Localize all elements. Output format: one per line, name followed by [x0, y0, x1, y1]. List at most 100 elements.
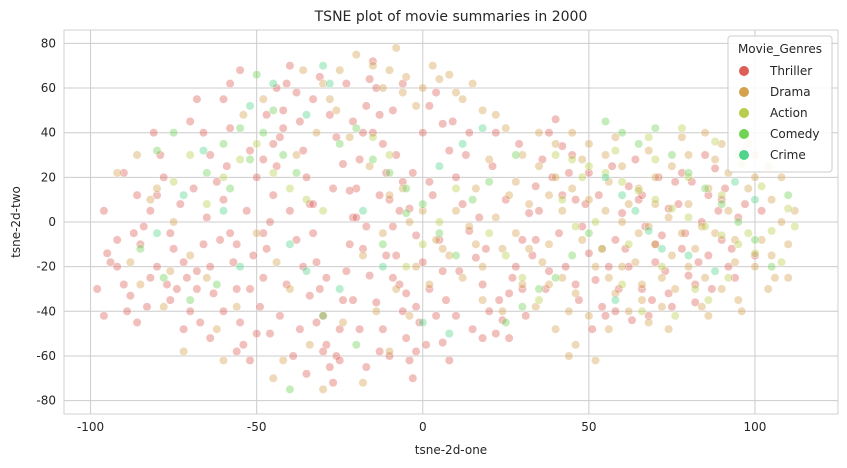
scatter-point — [518, 302, 527, 312]
scatter-point — [657, 262, 667, 272]
scatter-point — [690, 280, 700, 289]
scatter-point — [458, 199, 467, 209]
scatter-point — [385, 351, 394, 361]
scatter-point — [135, 244, 145, 254]
scatter-point — [538, 257, 547, 267]
scatter-point — [644, 311, 654, 321]
scatter-point — [252, 329, 262, 338]
scatter-point — [331, 106, 341, 115]
scatter-point — [219, 306, 228, 316]
scatter-point — [418, 318, 428, 327]
scatter-point — [421, 340, 431, 350]
scatter-point — [551, 273, 560, 283]
scatter-point — [112, 262, 122, 272]
scatter-point — [637, 295, 647, 305]
scatter-point — [428, 190, 438, 200]
scatter-point — [634, 195, 644, 205]
legend-marker-thriller — [739, 66, 749, 76]
scatter-point — [185, 251, 195, 260]
scatter-point — [219, 172, 228, 182]
scatter-point — [139, 222, 149, 231]
y-tick-label: -40 — [36, 304, 56, 318]
scatter-point — [245, 284, 255, 294]
scatter-point — [298, 146, 308, 156]
scatter-point — [312, 128, 321, 138]
x-tick-label: 50 — [581, 420, 596, 434]
scatter-point — [219, 94, 228, 104]
scatter-point — [411, 230, 421, 240]
scatter-point — [567, 128, 577, 138]
scatter-point — [381, 168, 391, 178]
scatter-point — [501, 318, 511, 327]
scatter-point — [378, 228, 388, 238]
scatter-point — [112, 235, 122, 245]
scatter-point — [165, 266, 175, 276]
scatter-point — [478, 280, 487, 289]
scatter-point — [268, 106, 278, 115]
scatter-point — [272, 161, 281, 171]
scatter-point — [298, 262, 308, 272]
scatter-point — [631, 257, 640, 267]
scatter-point — [737, 306, 747, 316]
scatter-point — [189, 184, 199, 193]
scatter-point — [634, 184, 644, 193]
scatter-point — [285, 284, 295, 294]
scatter-point — [219, 195, 228, 205]
scatter-point — [657, 244, 667, 254]
scatter-point — [258, 273, 268, 283]
scatter-point — [611, 132, 620, 142]
scatter-point — [434, 228, 444, 238]
scatter-point — [365, 161, 374, 171]
scatter-point — [308, 228, 318, 238]
scatter-point — [667, 150, 677, 160]
scatter-point — [328, 378, 338, 388]
scatter-point — [584, 161, 594, 171]
scatter-point — [601, 150, 610, 160]
scatter-point — [707, 284, 717, 294]
scatter-point — [132, 150, 142, 160]
scatter-point — [255, 302, 265, 312]
scatter-point — [268, 139, 278, 149]
scatter-point — [468, 195, 477, 205]
legend-label-comedy: Comedy — [770, 127, 820, 141]
legend-marker-crime — [739, 150, 749, 160]
scatter-point — [371, 297, 381, 307]
scatter-point — [491, 128, 501, 138]
scatter-point — [478, 262, 487, 272]
scatter-point — [657, 273, 667, 283]
scatter-point — [640, 222, 650, 231]
scatter-point — [361, 101, 371, 111]
scatter-point — [478, 333, 487, 343]
scatter-point — [557, 206, 567, 216]
scatter-point — [591, 355, 600, 365]
scatter-point — [305, 199, 315, 209]
scatter-point — [577, 155, 587, 164]
scatter-point — [448, 117, 458, 126]
scatter-point — [292, 235, 301, 245]
series-crime — [152, 61, 760, 338]
scatter-point — [401, 262, 411, 272]
scatter-point — [650, 123, 660, 133]
scatter-point — [611, 235, 620, 245]
scatter-point — [252, 172, 262, 182]
scatter-point — [451, 172, 461, 182]
scatter-point — [398, 88, 408, 97]
scatter-point — [345, 132, 355, 142]
scatter-point — [551, 114, 560, 124]
scatter-point — [275, 311, 285, 321]
scatter-point — [594, 190, 604, 200]
scatter-point — [624, 262, 634, 272]
scatter-point — [511, 177, 521, 187]
scatter-point — [498, 315, 507, 325]
scatter-point — [152, 146, 162, 156]
scatter-point — [484, 306, 494, 316]
scatter-point — [567, 184, 577, 193]
scatter-point — [222, 161, 232, 171]
scatter-point — [441, 295, 451, 305]
scatter-point — [205, 333, 215, 343]
scatter-point — [285, 239, 295, 249]
scatter-point — [285, 61, 295, 71]
scatter-point — [268, 373, 278, 383]
scatter-point — [272, 257, 281, 267]
